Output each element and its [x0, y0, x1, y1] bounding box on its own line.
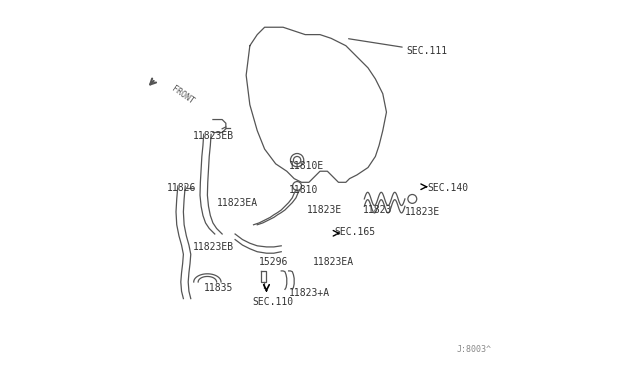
Text: 15296: 15296 — [259, 257, 289, 267]
Text: FRONT: FRONT — [170, 85, 195, 106]
Text: 11810E: 11810E — [289, 161, 324, 171]
Text: 11823EA: 11823EA — [312, 257, 354, 267]
Text: J:8003^: J:8003^ — [457, 345, 492, 354]
Text: 11835: 11835 — [204, 283, 233, 292]
Text: SEC.111: SEC.111 — [407, 46, 448, 56]
Text: 11823E: 11823E — [405, 207, 440, 217]
Text: SEC.165: SEC.165 — [335, 227, 376, 237]
Text: 11823EA: 11823EA — [216, 198, 258, 208]
Text: SEC.110: SEC.110 — [253, 297, 294, 307]
Text: SEC.140: SEC.140 — [427, 183, 468, 193]
Text: 11823: 11823 — [362, 205, 392, 215]
Text: 11823EB: 11823EB — [193, 242, 234, 252]
Text: 11823EB: 11823EB — [193, 131, 234, 141]
Text: 11810: 11810 — [289, 185, 318, 195]
Text: 11823E: 11823E — [307, 205, 342, 215]
Text: 11826: 11826 — [167, 183, 196, 193]
Text: 11823+A: 11823+A — [289, 288, 330, 298]
